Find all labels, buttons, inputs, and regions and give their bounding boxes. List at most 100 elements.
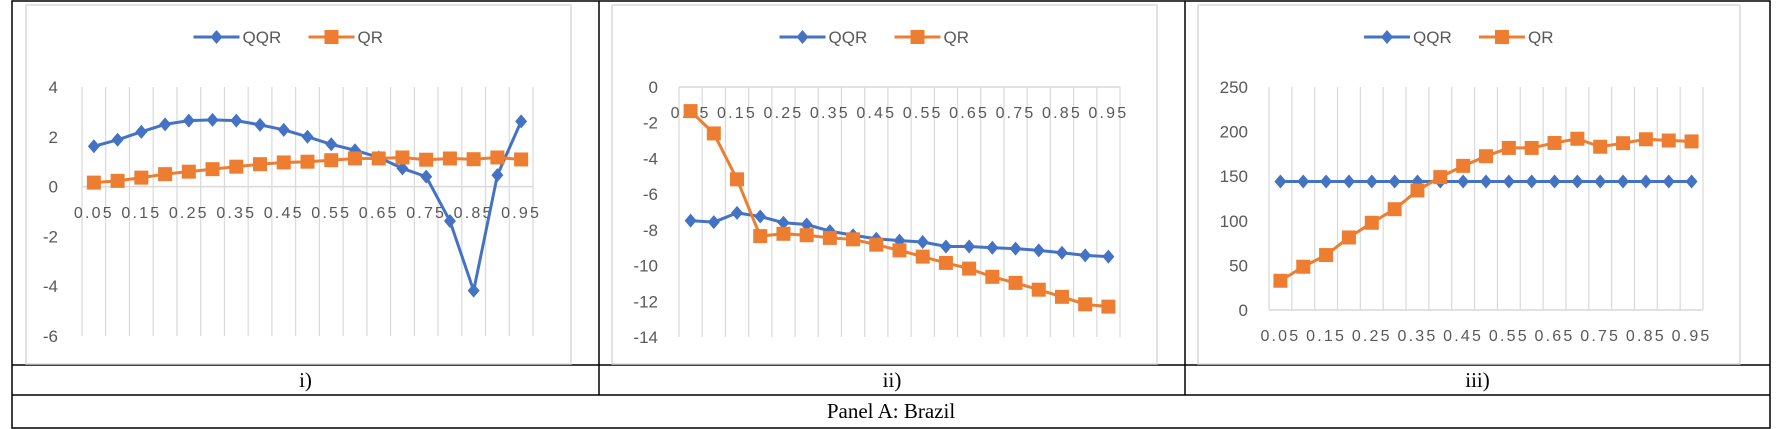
data-point-diamond xyxy=(1617,174,1630,189)
x-tick-label: 0.25 xyxy=(169,205,209,222)
chart-frame xyxy=(25,4,572,365)
legend-label-qr: QR xyxy=(358,28,384,47)
data-point-diamond xyxy=(939,239,952,254)
y-tick-label: 150 xyxy=(1220,167,1248,186)
x-tick-label: 0.55 xyxy=(1489,328,1529,345)
y-tick-label: -4 xyxy=(643,149,658,168)
x-tick-label: 0.95 xyxy=(1672,328,1712,345)
data-point-diamond xyxy=(684,213,697,228)
chart-3: 250 200 150 100 50 0 0.05 0.15 0.25 0.35 0.45 0.55 0… xyxy=(1197,4,1741,365)
data-point-diamond xyxy=(754,209,767,224)
x-tick-label: 0.35 xyxy=(810,105,850,122)
x-tick-label: 0.05 xyxy=(1260,328,1300,345)
x-tick-label: 0.75 xyxy=(996,105,1036,122)
data-point-square xyxy=(1273,273,1288,288)
data-point-diamond xyxy=(277,122,290,137)
data-point-square xyxy=(822,230,837,245)
data-point-diamond xyxy=(1480,174,1492,189)
y-tick-label: 2 xyxy=(49,128,58,147)
x-tick-label: 0.25 xyxy=(763,105,803,122)
data-point-diamond xyxy=(963,239,976,254)
x-tick-label: 0.15 xyxy=(1306,328,1346,345)
data-point-square xyxy=(1101,299,1116,314)
data-point-square xyxy=(1661,133,1676,148)
data-point-diamond xyxy=(1079,248,1092,263)
data-point-diamond xyxy=(182,113,195,128)
caption-i: i) xyxy=(299,368,312,392)
data-point-square xyxy=(1433,170,1448,185)
x-tick-label: 0.65 xyxy=(359,205,399,222)
data-point-diamond xyxy=(467,283,480,298)
series-qr xyxy=(86,150,529,190)
panel-title: Panel A: Brazil xyxy=(826,399,956,423)
data-point-square xyxy=(1593,139,1608,154)
y-tick-label: -2 xyxy=(43,227,58,246)
data-point-square xyxy=(1479,149,1493,164)
x-tick-label: 0.15 xyxy=(121,205,161,222)
x-tick-label: 0.55 xyxy=(311,205,351,222)
caption-iii: iii) xyxy=(1465,368,1490,392)
data-point-diamond xyxy=(1274,174,1287,189)
data-point-square xyxy=(1547,135,1562,150)
legend-label-qr: QR xyxy=(1528,28,1554,47)
x-tick-label: 0.95 xyxy=(501,205,541,222)
x-tick-label: 0.25 xyxy=(1352,328,1392,345)
data-point-square xyxy=(1524,140,1539,155)
legend-marker-diamond xyxy=(210,30,223,44)
y-tick-label: 50 xyxy=(1229,256,1248,275)
data-point-square xyxy=(706,126,721,141)
data-point-square xyxy=(1031,282,1046,297)
data-point-square xyxy=(985,269,1000,284)
data-point-square xyxy=(158,167,173,182)
x-tick-label: 0.05 xyxy=(74,205,114,222)
y-tick-label: -2 xyxy=(643,114,658,133)
x-tick-label: 0.35 xyxy=(1397,328,1437,345)
data-point-diamond xyxy=(515,114,528,129)
table-outer-border xyxy=(11,0,1771,429)
data-point-square xyxy=(892,243,907,258)
data-point-square xyxy=(181,164,196,179)
data-point-square xyxy=(1319,248,1334,263)
x-tick-label: 0.65 xyxy=(1535,328,1575,345)
x-tick-label: 0.55 xyxy=(903,105,943,122)
data-point-square xyxy=(1616,136,1631,151)
x-tick-label: 0.85 xyxy=(1626,328,1666,345)
data-point-square xyxy=(134,170,149,185)
x-tick-label: 0.85 xyxy=(454,205,494,222)
legend-marker-square xyxy=(1495,30,1509,44)
legend-label-qqr: QQR xyxy=(243,28,282,47)
legend-marker-diamond xyxy=(796,30,809,44)
data-point-square xyxy=(253,157,268,172)
legend-label-qqr: QQR xyxy=(829,28,868,47)
series-qr xyxy=(1273,131,1699,288)
data-point-square xyxy=(442,151,457,166)
data-point-square xyxy=(1054,289,1069,304)
y-tick-label: 200 xyxy=(1220,123,1248,142)
data-point-diamond xyxy=(230,113,243,128)
data-point-square xyxy=(1501,140,1516,155)
data-point-square xyxy=(110,173,125,188)
data-point-diamond xyxy=(1388,174,1401,189)
data-point-square xyxy=(1638,132,1653,147)
legend-marker-square xyxy=(910,30,925,44)
data-point-diamond xyxy=(1662,174,1675,189)
legend: QQR QR xyxy=(193,28,384,47)
data-point-square xyxy=(1296,259,1311,274)
data-point-diamond xyxy=(916,235,929,249)
data-point-square xyxy=(962,261,977,276)
x-tick-label: 0.45 xyxy=(264,205,304,222)
data-point-diamond xyxy=(1525,174,1538,189)
data-point-square xyxy=(683,104,698,119)
data-point-square xyxy=(915,249,930,264)
x-tick-label: 0.75 xyxy=(1580,328,1620,345)
x-tick-label: 0.65 xyxy=(949,105,989,122)
data-point-square xyxy=(1008,275,1023,290)
x-tick-label: 0.75 xyxy=(406,205,446,222)
data-point-diamond xyxy=(420,169,433,184)
data-point-square xyxy=(324,153,339,168)
data-point-diamond xyxy=(1685,174,1698,189)
data-point-diamond xyxy=(159,117,172,132)
data-point-square xyxy=(869,237,884,252)
data-point-diamond xyxy=(396,161,409,176)
